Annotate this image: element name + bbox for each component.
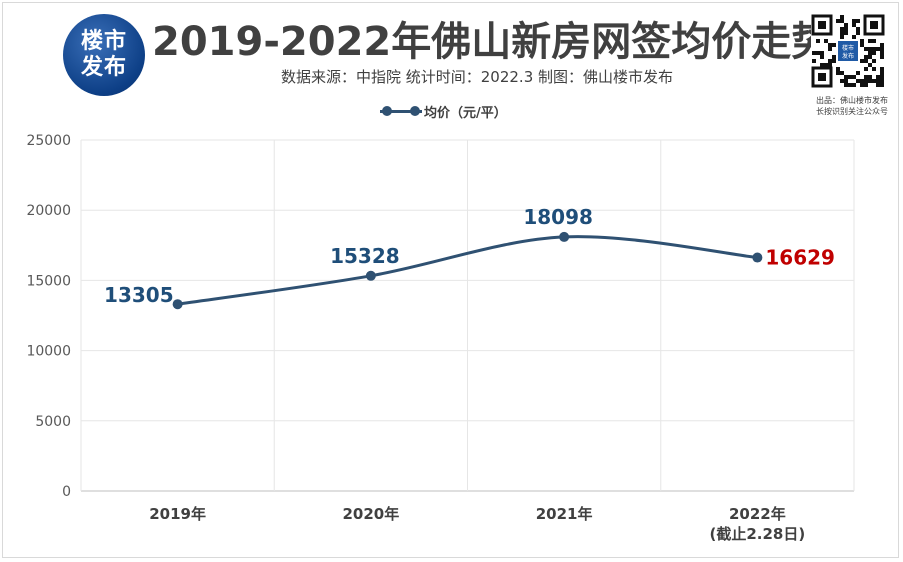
data-point xyxy=(752,252,763,263)
data-point xyxy=(559,231,570,242)
legend-label: 均价（元/平） xyxy=(424,105,507,121)
qr-caption-line1: 出品：佛山楼市发布 xyxy=(816,96,888,105)
x-tick-label: 2019年 xyxy=(149,505,206,523)
y-tick-label: 25000 xyxy=(26,133,71,149)
data-label: 18098 xyxy=(523,205,593,229)
logo-text-line1: 楼市 xyxy=(80,29,127,54)
data-point xyxy=(172,299,183,310)
qr-code-icon: 楼市 发布 xyxy=(811,14,885,88)
y-tick-label: 20000 xyxy=(26,203,71,219)
data-point xyxy=(365,270,376,281)
data-label: 15328 xyxy=(330,244,400,268)
y-tick-label: 10000 xyxy=(26,344,71,360)
qr-center-text-2: 发布 xyxy=(842,52,854,60)
data-label: 16629 xyxy=(765,246,835,270)
legend-line-marker xyxy=(380,104,422,118)
x-tick-label: 2022年 xyxy=(729,505,786,523)
qr-center-logo xyxy=(838,41,858,61)
x-tick-note: (截止2.28日) xyxy=(710,525,806,543)
y-tick-label: 0 xyxy=(62,484,71,500)
chart-title: 2019-2022年佛山新房网签均价走势 xyxy=(152,19,832,65)
y-tick-label: 15000 xyxy=(26,273,71,289)
brand-logo: 楼市 发布 xyxy=(63,14,145,96)
y-tick-label: 5000 xyxy=(35,414,71,430)
chart-subtitle: 数据来源：中指院 统计时间：2022.3 制图：佛山楼市发布 xyxy=(280,68,674,86)
qr-caption: 出品：佛山楼市发布 长按识别关注公众号 xyxy=(806,95,898,117)
data-label: 13305 xyxy=(104,283,174,307)
x-tick-label: 2021年 xyxy=(536,505,593,523)
qr-center-text-1: 楼市 xyxy=(842,44,854,52)
x-tick-label: 2020年 xyxy=(343,505,400,523)
chart-legend: 均价（元/平） xyxy=(380,101,507,121)
qr-caption-line2: 长按识别关注公众号 xyxy=(816,107,888,116)
series-line xyxy=(177,235,758,306)
logo-text-line2: 发布 xyxy=(80,55,127,80)
